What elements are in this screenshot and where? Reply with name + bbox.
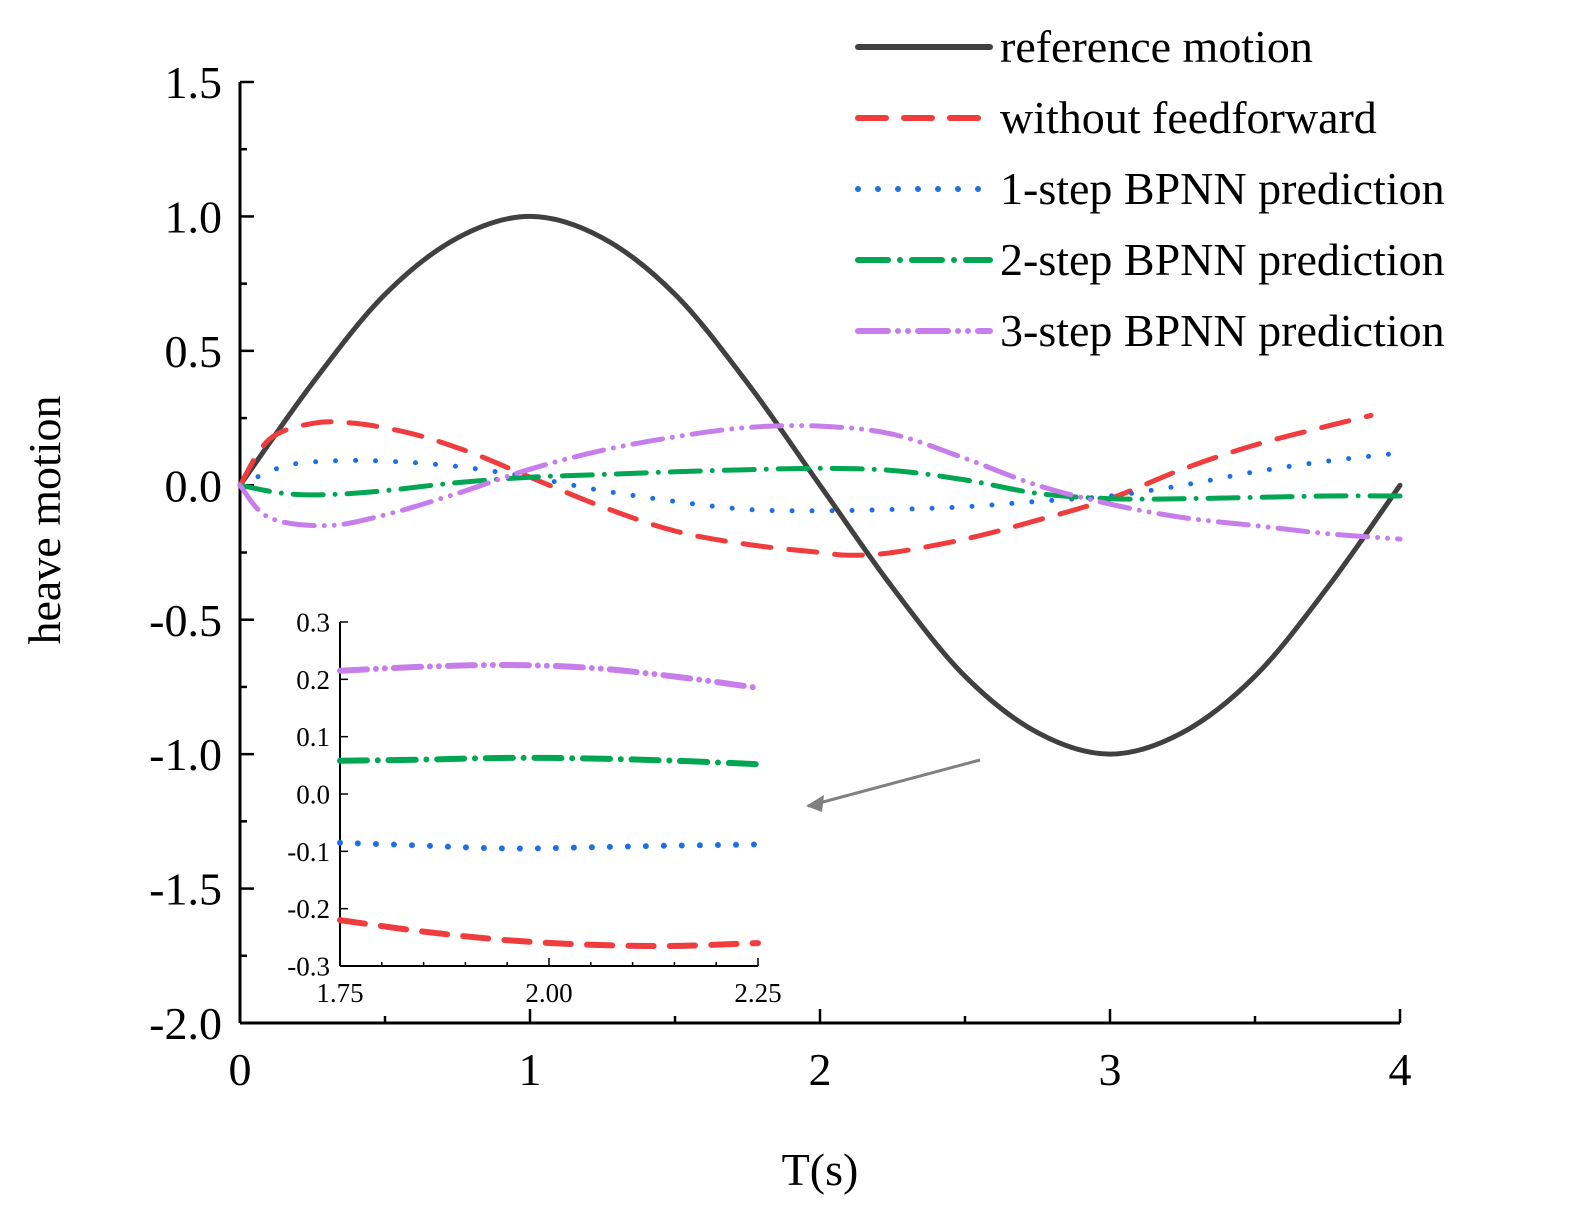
x-tick-label: 1: [519, 1044, 542, 1095]
legend-label-reference-motion: reference motion: [1000, 21, 1313, 72]
x-tick-label: 4: [1389, 1044, 1412, 1095]
inset-series-line-dashdotdot: [337, 661, 761, 691]
series-line-3-step-bpnn-prediction: [237, 423, 1403, 542]
x-tick-label: 2: [809, 1044, 832, 1095]
x-axis-title: T(s): [782, 1144, 859, 1195]
series-line-without-feedforward: [237, 412, 1374, 558]
y-tick-label: 1.0: [165, 192, 223, 243]
y-axis-title: heave motion: [19, 395, 70, 644]
series-line-2-step-bpnn-prediction: [237, 465, 1403, 502]
inset-plot: 1.75 2.00 2.25 -0.3 -0.2 -0.1 0.0 0.1 0.2 0.3: [287, 607, 781, 1008]
inset-y-tick-label: 0.1: [296, 722, 330, 752]
y-tick-label: 0.5: [165, 326, 223, 377]
x-tick-label: 3: [1099, 1044, 1122, 1095]
inset-y-tick-label: -0.3: [287, 951, 330, 981]
inset-y-tick-label: -0.1: [287, 837, 330, 867]
inset-y-tick-label: -0.2: [287, 894, 330, 924]
legend-label-3-step-bpnn-prediction: 3-step BPNN prediction: [1000, 305, 1445, 356]
inset-x-tick-label: 2.00: [525, 978, 572, 1008]
y-tick-label: 0.0: [165, 460, 223, 511]
zoom-arrow-line: [807, 758, 981, 808]
main-plot: 0 1 2 3 4 -2.0 -1.5 -1.0 -0.5 0.0 0.5 1.0 1.5: [149, 57, 1411, 1095]
x-tick-label: 0: [229, 1044, 252, 1095]
legend-label-1-step-bpnn-prediction: 1-step BPNN prediction: [1000, 163, 1445, 214]
legend-label-without-feedforward: without feedforward: [1000, 92, 1377, 143]
inset-series-line-dotted: [337, 839, 761, 852]
y-tick-label: -0.5: [149, 595, 222, 646]
inset-x-tick-label: 1.75: [316, 978, 363, 1008]
y-tick-label: -2.0: [149, 998, 222, 1049]
inset-y-tick-label: 0.2: [296, 665, 330, 695]
series-line-reference-motion: [237, 213, 1403, 757]
inset-series-line-dashed: [337, 917, 761, 949]
zoom-arrow-head: [806, 795, 824, 812]
y-tick-label: 1.5: [165, 57, 223, 108]
inset-y-tick-label: 0.3: [296, 607, 330, 637]
inset-y-tick-label: 0.0: [296, 779, 330, 809]
y-tick-label: -1.0: [149, 729, 222, 780]
y-tick-label: -1.5: [149, 864, 222, 915]
inset-x-tick-label: 2.25: [734, 978, 781, 1008]
legend: reference motion without feedforward 1-ste…: [855, 21, 1445, 356]
inset-series-line-dashdot: [337, 754, 761, 768]
legend-label-2-step-bpnn-prediction: 2-step BPNN prediction: [1000, 234, 1445, 285]
